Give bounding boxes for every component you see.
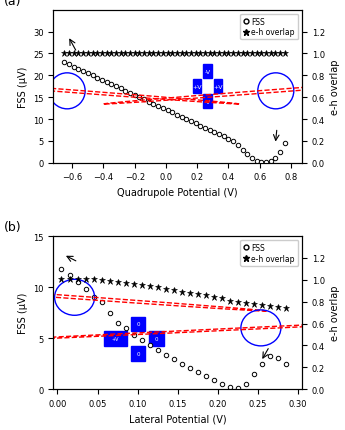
Bar	[214, 80, 222, 94]
Bar	[203, 65, 212, 79]
Text: 0: 0	[155, 336, 158, 341]
Bar	[131, 317, 145, 331]
Legend: FSS, e-h overlap: FSS, e-h overlap	[240, 15, 298, 40]
Bar	[203, 95, 212, 109]
X-axis label: Quadrupole Potential (V): Quadrupole Potential (V)	[117, 187, 238, 197]
Text: +V: +V	[192, 85, 202, 89]
Text: -V: -V	[205, 99, 210, 104]
Text: +V: +V	[112, 336, 119, 341]
Text: (b): (b)	[4, 221, 21, 233]
Y-axis label: e-h overlap: e-h overlap	[331, 285, 341, 341]
Text: +V: +V	[213, 85, 223, 89]
Bar	[193, 80, 201, 94]
Text: (a): (a)	[4, 0, 21, 8]
Bar	[149, 332, 164, 346]
Text: 0: 0	[136, 322, 140, 326]
Legend: FSS, e-h overlap: FSS, e-h overlap	[240, 240, 298, 266]
Bar	[104, 332, 127, 346]
Text: -V: -V	[205, 70, 210, 75]
Y-axis label: FSS (μV): FSS (μV)	[18, 292, 28, 334]
Bar	[131, 347, 145, 361]
Y-axis label: FSS (μV): FSS (μV)	[18, 66, 28, 108]
Text: 0: 0	[136, 351, 140, 356]
X-axis label: Lateral Potential (V): Lateral Potential (V)	[129, 413, 226, 424]
Y-axis label: e-h overlap: e-h overlap	[331, 59, 341, 115]
